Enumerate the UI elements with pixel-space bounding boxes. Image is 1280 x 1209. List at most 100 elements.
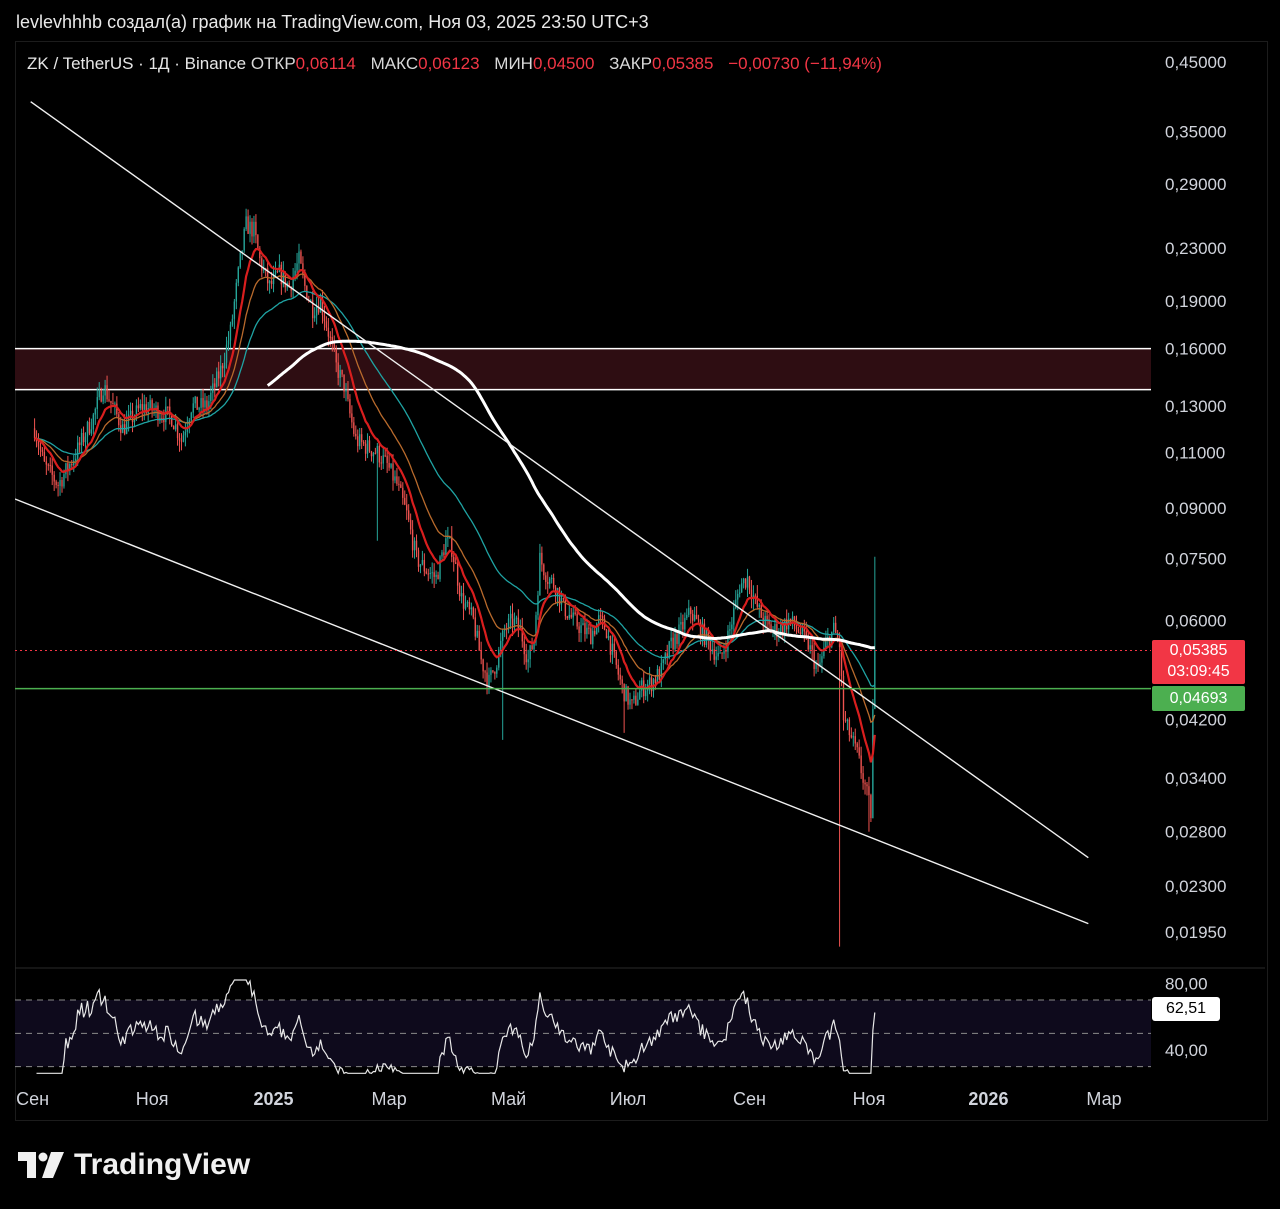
candle-body [619, 674, 621, 680]
candle-body [472, 607, 475, 618]
candle-body [98, 390, 100, 398]
candle-body [688, 607, 690, 615]
candle-body [639, 690, 641, 700]
candle-body [149, 400, 151, 409]
candle-body [214, 383, 216, 387]
candle-body [216, 371, 218, 387]
candle-body [359, 434, 361, 447]
candle-body [695, 614, 698, 620]
candle-body [445, 538, 447, 556]
candle-body [840, 647, 843, 676]
candle-body [829, 637, 831, 647]
y-tick-label: 0,03400 [1165, 769, 1226, 788]
candle-body [486, 672, 488, 687]
candle-body [811, 645, 813, 650]
candle-body [310, 300, 312, 302]
candle-body [488, 674, 490, 687]
candle-body [427, 573, 429, 575]
candle-body [564, 598, 567, 617]
candle-body [693, 614, 696, 621]
x-tick-label: Сен [16, 1089, 49, 1109]
x-tick-label: Ноя [136, 1089, 169, 1109]
candle-body [664, 653, 666, 660]
candle-body [221, 365, 224, 369]
candle-body [568, 614, 570, 619]
candle-body [682, 621, 684, 630]
low-label: МИН [494, 54, 533, 73]
candle-body [648, 677, 651, 685]
candle-body [735, 599, 737, 609]
candle-body [791, 616, 794, 622]
candle-body [378, 445, 380, 463]
candle-body [204, 400, 206, 408]
candle-body [57, 485, 59, 487]
candle-body [208, 401, 210, 410]
candle-body [500, 640, 502, 650]
candle-body [733, 608, 735, 625]
tradingview-logo[interactable]: TradingView [18, 1148, 250, 1182]
candle-body [547, 581, 549, 584]
y-tick-label: 0,06000 [1165, 611, 1226, 630]
candle-body [848, 719, 851, 736]
chart-title-header: levlevhhhb создал(а) график на TradingVi… [16, 12, 649, 32]
candle-body [599, 615, 602, 617]
candle-body [668, 641, 670, 658]
candle-body [355, 433, 357, 437]
candle-body [762, 617, 764, 626]
candle-body [392, 463, 394, 481]
candle-body [349, 399, 351, 414]
candle-body [511, 613, 514, 626]
candle-body [351, 413, 353, 423]
candle-body [552, 577, 555, 588]
candle-body [39, 446, 42, 450]
symbol-label[interactable]: ZK / TetherUS · 1Д · Binance [27, 54, 247, 73]
candle-body [327, 327, 330, 337]
candle-body [106, 385, 108, 400]
candle-body [801, 626, 804, 635]
y-tick-label: 0,11000 [1165, 443, 1225, 462]
candle-body [290, 287, 292, 291]
candle-body [176, 424, 179, 439]
candle-body [815, 663, 817, 669]
candle-body [462, 593, 465, 609]
candle-body [627, 686, 629, 705]
candle-body [139, 404, 142, 409]
candle-body [654, 679, 657, 683]
candle-body [478, 630, 480, 651]
candle-body [335, 348, 337, 363]
candle-body [169, 406, 171, 415]
candle-body [821, 656, 823, 663]
candle-body [490, 670, 492, 675]
candle-body [417, 550, 420, 567]
candle-body [82, 432, 85, 443]
candle-body [686, 614, 688, 619]
candle-body [298, 251, 300, 264]
candle-body [666, 653, 668, 658]
candle-body [439, 556, 441, 580]
candle-body [49, 464, 51, 466]
candle-body [527, 659, 529, 663]
y-tick-label: 0,02300 [1165, 877, 1226, 896]
candle-body [292, 276, 294, 291]
last-price-value: 0,05385 [1169, 642, 1228, 659]
x-tick-label: Мар [371, 1089, 406, 1109]
candle-body [784, 619, 786, 634]
candle-body [819, 662, 821, 666]
candle-body [80, 432, 83, 446]
candle-body [90, 429, 93, 434]
tradingview-logo-icon [18, 1152, 64, 1178]
candle-body [223, 362, 226, 369]
y-tick-label: 0,16000 [1165, 340, 1226, 359]
candle-body [333, 343, 335, 349]
candle-body [413, 540, 416, 551]
candle-body [390, 463, 392, 468]
candle-body [550, 577, 553, 579]
candle-body [341, 370, 343, 375]
candle-body [691, 613, 694, 621]
candle-body [253, 221, 255, 237]
candle-body [680, 621, 682, 625]
candle-body [200, 398, 202, 408]
candle-body [519, 626, 522, 629]
candle-body [268, 280, 271, 284]
